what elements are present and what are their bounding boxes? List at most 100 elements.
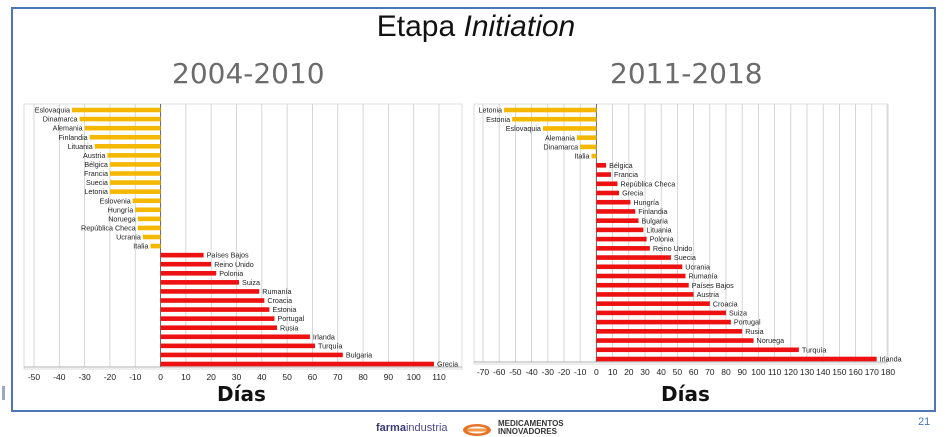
x-tick-label: 170 xyxy=(865,367,879,377)
bar-label: Portugal xyxy=(277,314,304,323)
x-tick-label: 20 xyxy=(624,367,634,377)
bar xyxy=(596,282,689,288)
bar xyxy=(596,172,611,177)
x-tick-label: -50 xyxy=(509,367,522,377)
chart-title-2011-2018: 2011-2018 xyxy=(610,57,763,90)
bar xyxy=(596,319,731,325)
bar-label: Rumanía xyxy=(689,272,718,281)
x-tick-label: 0 xyxy=(594,367,599,377)
x-tick-label: 30 xyxy=(640,367,650,377)
bar-label: Grecia xyxy=(437,360,458,369)
bar xyxy=(107,153,161,158)
x-tick-label: 40 xyxy=(257,372,267,382)
x-tick-label: 150 xyxy=(832,367,846,377)
bar-label: Croacia xyxy=(713,299,738,308)
x-tick-label: 50 xyxy=(282,372,292,382)
bar xyxy=(160,325,277,331)
x-tick-label: 70 xyxy=(333,372,343,382)
bar xyxy=(512,116,597,122)
bar-label: Ucrania xyxy=(116,233,141,242)
bar-label: Letonia xyxy=(478,106,502,115)
bar-label: Países Bajos xyxy=(207,251,249,260)
bar-label: República Checa xyxy=(620,179,675,188)
bar-label: República Checa xyxy=(81,224,136,233)
bar xyxy=(596,181,618,187)
farmaindustria-logo: farmaindustria xyxy=(376,422,448,434)
bar xyxy=(596,273,686,279)
bar-label: Eslovenia xyxy=(100,196,131,205)
bar-label: Bélgica xyxy=(609,161,633,170)
x-tick-label: 10 xyxy=(181,372,191,382)
bar xyxy=(109,189,161,194)
x-tick-label: 160 xyxy=(849,367,863,377)
brand-part1: farma xyxy=(376,422,406,434)
x-tick-label: 20 xyxy=(206,372,216,382)
bar-label: Portugal xyxy=(734,318,761,327)
bar-label: Reino Unido xyxy=(653,244,693,253)
bar-label: Letonia xyxy=(84,187,108,196)
bar-label: Dinamarca xyxy=(43,115,78,124)
bar-label: Francia xyxy=(84,169,108,178)
bar-label: Países Bajos xyxy=(692,281,734,290)
bar xyxy=(596,236,647,242)
slide-title: Etapa Initiation xyxy=(0,10,952,44)
x-tick-label: 60 xyxy=(308,372,318,382)
x-tick-label: 100 xyxy=(751,367,765,377)
bar xyxy=(132,198,161,204)
bar-label: Hungría xyxy=(108,205,134,214)
medicamentos-text: MEDICAMENTOS INNOVADORES xyxy=(498,420,564,436)
bar-label: Irlanda xyxy=(880,355,902,364)
bar xyxy=(596,301,710,306)
x-tick-label: -70 xyxy=(477,367,490,377)
x-tick-label: -20 xyxy=(104,372,117,382)
bar xyxy=(160,343,315,349)
bar-label: Irlanda xyxy=(313,332,335,341)
bar xyxy=(94,143,161,149)
bar xyxy=(79,116,161,122)
bar-label: Grecia xyxy=(622,189,643,198)
bar-label: Suecia xyxy=(674,253,696,262)
x-tick-label: -40 xyxy=(525,367,538,377)
bar xyxy=(596,190,620,196)
bar xyxy=(596,310,726,316)
bar xyxy=(160,361,434,367)
x-tick-label: 130 xyxy=(800,367,814,377)
bar xyxy=(160,280,240,285)
bar xyxy=(71,107,161,113)
bar-label: Estonia xyxy=(486,115,510,124)
bar xyxy=(596,264,683,270)
bar-label: Rusia xyxy=(745,327,763,336)
bar xyxy=(160,352,343,358)
bar-label: Italia xyxy=(133,242,148,251)
bar xyxy=(160,334,310,340)
bar-label: Rusia xyxy=(280,323,298,332)
x-tick-label: -50 xyxy=(28,372,41,382)
bar-label: Hungría xyxy=(633,198,659,207)
bar-label: Lituania xyxy=(68,142,93,151)
bar xyxy=(109,162,161,167)
x-tick-label: 70 xyxy=(705,367,715,377)
x-tick-label: 110 xyxy=(768,367,782,377)
bar xyxy=(596,209,636,214)
bar-label: Turquía xyxy=(318,341,343,350)
x-tick-label: 120 xyxy=(784,367,798,377)
bar-label: Noruega xyxy=(757,336,785,345)
bar-label: Bulgaria xyxy=(642,216,668,225)
bar xyxy=(596,356,877,362)
x-tick-label: 0 xyxy=(158,372,163,382)
bar-label: Suiza xyxy=(729,308,747,317)
bar xyxy=(596,227,644,233)
x-tick-label: 50 xyxy=(673,367,683,377)
x-tick-label: 80 xyxy=(721,367,731,377)
bar xyxy=(596,329,743,334)
bar xyxy=(596,163,607,168)
bar xyxy=(109,180,161,185)
bar xyxy=(160,270,217,276)
x-tick-label: 80 xyxy=(358,372,368,382)
bar xyxy=(580,144,597,150)
bar-label: Eslovaquia xyxy=(506,124,541,133)
bar xyxy=(150,243,161,249)
bar-label: Rumanía xyxy=(262,287,291,296)
x-tick-label: 180 xyxy=(881,367,895,377)
bar xyxy=(596,338,754,343)
